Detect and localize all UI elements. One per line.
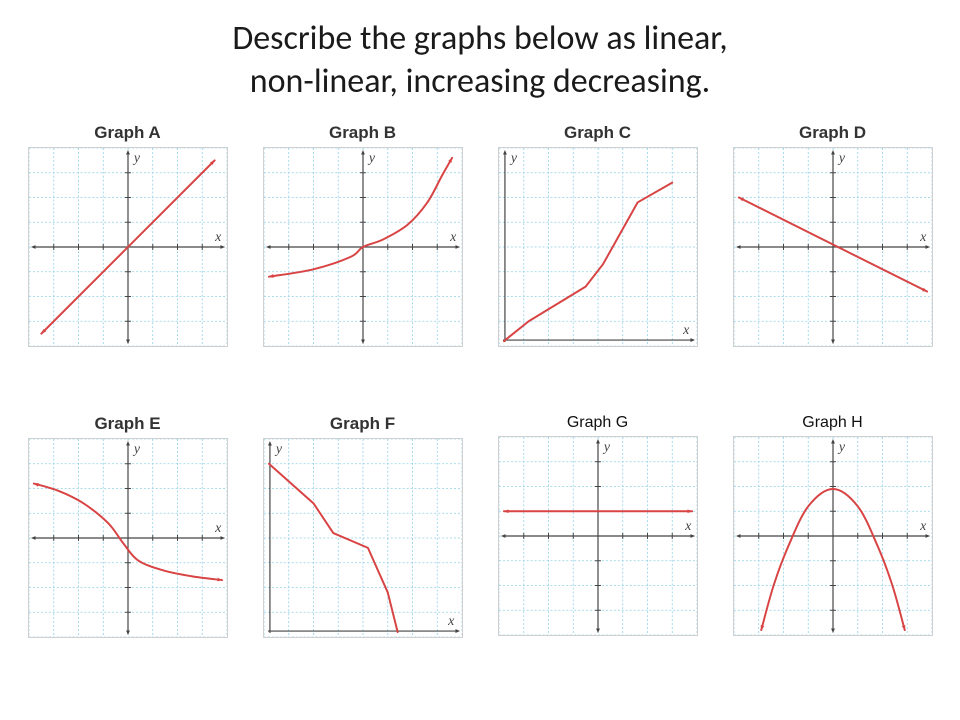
svg-text:y: y [273, 440, 282, 455]
svg-text:y: y [836, 438, 845, 453]
svg-text:x: x [682, 322, 690, 337]
graph-d-chart: xy [733, 147, 933, 347]
page-title: Describe the graphs below as linear, non… [0, 0, 960, 113]
graph-f-chart: xy [263, 438, 463, 638]
graph-a-panel: Graph Axy [22, 123, 233, 400]
graph-f-label: Graph F [330, 414, 395, 434]
graph-d-label: Graph D [799, 123, 866, 143]
graph-g-label: Graph G [567, 414, 628, 432]
graph-h-chart: xy [733, 436, 933, 636]
graph-c-label: Graph C [564, 123, 631, 143]
graph-e-label: Graph E [94, 414, 160, 434]
graph-b-label: Graph B [329, 123, 396, 143]
graph-c-panel: Graph Cxy [492, 123, 703, 400]
svg-text:x: x [919, 229, 927, 244]
svg-text:y: y [836, 150, 845, 165]
svg-text:y: y [366, 150, 375, 165]
graph-f-panel: Graph Fxy [257, 414, 468, 691]
svg-text:x: x [449, 229, 457, 244]
svg-text:x: x [919, 518, 927, 533]
graph-g-chart: xy [498, 436, 698, 636]
graph-a-label: Graph A [94, 123, 160, 143]
graph-b-panel: Graph Bxy [257, 123, 468, 400]
svg-text:y: y [601, 438, 610, 453]
svg-text:x: x [684, 518, 692, 533]
title-line-1: Describe the graphs below as linear, [232, 18, 727, 59]
graph-d-panel: Graph Dxy [727, 123, 938, 400]
graph-b-chart: xy [263, 147, 463, 347]
graph-h-label: Graph H [802, 414, 862, 432]
graph-a-chart: xy [28, 147, 228, 347]
svg-text:y: y [131, 440, 140, 455]
svg-text:y: y [508, 150, 517, 165]
svg-text:x: x [214, 229, 222, 244]
svg-text:x: x [447, 613, 455, 628]
graph-e-panel: Graph Exy [22, 414, 233, 691]
title-line-2: non-linear, increasing decreasing. [250, 61, 710, 102]
graphs-grid: Graph AxyGraph BxyGraph CxyGraph DxyGrap… [0, 113, 960, 720]
graph-e-chart: xy [28, 438, 228, 638]
graph-g-panel: Graph Gxy [492, 414, 703, 691]
graph-h-panel: Graph Hxy [727, 414, 938, 691]
svg-text:y: y [131, 150, 140, 165]
svg-text:x: x [214, 520, 222, 535]
graph-c-chart: xy [498, 147, 698, 347]
